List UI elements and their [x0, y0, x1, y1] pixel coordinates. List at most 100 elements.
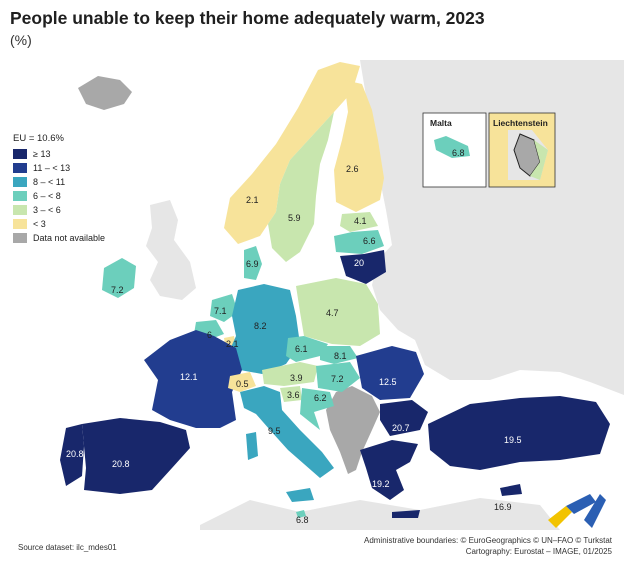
value-italy: 9.5	[268, 426, 281, 436]
value-cyprus: 16.9	[494, 502, 512, 512]
malta-inset-label: Malta	[430, 118, 452, 128]
switzerland-shape	[228, 372, 256, 392]
value-croatia: 6.2	[314, 393, 327, 403]
value-denmark: 6.9	[246, 259, 259, 269]
legend: EU = 10.6% ≥ 13 11 – < 13 8 – < 11 6 – <…	[13, 133, 133, 245]
bulgaria-shape	[380, 400, 428, 436]
malta-inset-value: 6.8	[452, 148, 465, 158]
legend-label: 11 – < 13	[33, 163, 71, 173]
sardinia-shape	[246, 432, 258, 460]
slovakia-shape	[320, 346, 358, 364]
value-bulgaria: 20.7	[392, 423, 410, 433]
austria-shape	[262, 362, 318, 386]
malta-inset: Malta 6.8	[422, 112, 487, 188]
greece-shape	[360, 440, 418, 500]
legend-swatch	[13, 205, 27, 215]
croatia-shape	[300, 388, 334, 430]
credits: Administrative boundaries: © EuroGeograp…	[364, 535, 612, 557]
legend-item: 11 – < 13	[13, 161, 133, 175]
page-subtitle: (%)	[10, 32, 32, 48]
france-shape	[144, 330, 242, 428]
legend-swatch	[13, 163, 27, 173]
value-latvia: 6.6	[363, 236, 376, 246]
cartography-credit: Cartography: Eurostat – IMAGE, 01/2025	[465, 547, 612, 556]
turkiye-shape	[428, 396, 610, 470]
liechtenstein-inset: Liechtenstein	[488, 112, 556, 188]
legend-swatch	[13, 177, 27, 187]
value-finland: 2.6	[346, 164, 359, 174]
norway-shape	[224, 62, 360, 244]
legend-item: 6 – < 8	[13, 189, 133, 203]
portugal-shape	[60, 424, 84, 486]
iceland-shape	[78, 76, 132, 110]
sicily-shape	[286, 488, 314, 502]
legend-label: ≥ 13	[33, 149, 51, 159]
value-germany: 8.2	[254, 321, 267, 331]
value-malta: 6.8	[296, 515, 309, 525]
value-spain: 20.8	[112, 459, 130, 469]
romania-shape	[356, 346, 424, 400]
balkans-nodata-shape	[326, 386, 380, 474]
legend-label: 3 – < 6	[33, 205, 61, 215]
liechtenstein-inset-label: Liechtenstein	[493, 118, 548, 128]
legend-item: 3 – < 6	[13, 203, 133, 217]
legend-swatch	[13, 219, 27, 229]
ireland-shape	[102, 258, 136, 298]
cyprus-shape	[500, 484, 522, 496]
spain-shape	[82, 418, 190, 494]
poland-shape	[296, 278, 380, 346]
netherlands-shape	[210, 294, 238, 322]
value-norway: 2.1	[246, 195, 259, 205]
boundaries-credit: Administrative boundaries: © EuroGeograp…	[363, 536, 612, 545]
value-switzerland: 0.5	[236, 379, 249, 389]
sweden-shape	[268, 112, 334, 262]
value-sweden: 5.9	[288, 213, 301, 223]
uk-shape	[146, 200, 196, 300]
legend-label: < 3	[33, 219, 46, 229]
malta-main-shape	[296, 510, 306, 518]
legend-item: 8 – < 11	[13, 175, 133, 189]
finland-shape	[334, 80, 384, 212]
value-greece: 19.2	[372, 479, 390, 489]
legend-title: EU = 10.6%	[13, 133, 64, 144]
crete-shape	[392, 510, 420, 518]
legend-swatch	[13, 191, 27, 201]
value-ireland: 7.2	[111, 285, 124, 295]
value-lithuania: 20	[354, 258, 364, 268]
legend-swatch	[13, 149, 27, 159]
africa-shape	[200, 498, 560, 530]
value-czechia: 6.1	[295, 344, 308, 354]
value-netherlands: 7.1	[214, 306, 227, 316]
czechia-shape	[286, 336, 328, 362]
legend-label: 8 – < 11	[33, 177, 66, 187]
value-slovenia: 3.6	[287, 390, 300, 400]
legend-item: < 3	[13, 217, 133, 231]
legend-swatch	[13, 233, 27, 243]
hungary-shape	[316, 362, 360, 392]
value-austria: 3.9	[290, 373, 303, 383]
lithuania-shape	[340, 250, 386, 284]
legend-label: 6 – < 8	[33, 191, 61, 201]
legend-item: ≥ 13	[13, 147, 133, 161]
value-slovakia: 8.1	[334, 351, 347, 361]
latvia-shape	[334, 230, 384, 254]
value-poland: 4.7	[326, 308, 339, 318]
value-belgium: 6	[207, 330, 212, 340]
eurostat-logo	[548, 494, 606, 528]
value-hungary: 7.2	[331, 374, 344, 384]
germany-shape	[228, 284, 300, 374]
estonia-shape	[340, 212, 378, 232]
denmark-shape	[244, 246, 262, 280]
value-portugal: 20.8	[66, 449, 84, 459]
slovenia-shape	[280, 386, 302, 402]
legend-label: Data not available	[33, 233, 106, 243]
value-romania: 12.5	[379, 377, 397, 387]
value-estonia: 4.1	[354, 216, 367, 226]
value-turkiye: 19.5	[504, 435, 522, 445]
value-luxembourg: 2.1	[226, 339, 239, 349]
source-note: Source dataset: ilc_mdes01	[18, 543, 117, 552]
page-title: People unable to keep their home adequat…	[10, 8, 485, 28]
value-france: 12.1	[180, 372, 198, 382]
